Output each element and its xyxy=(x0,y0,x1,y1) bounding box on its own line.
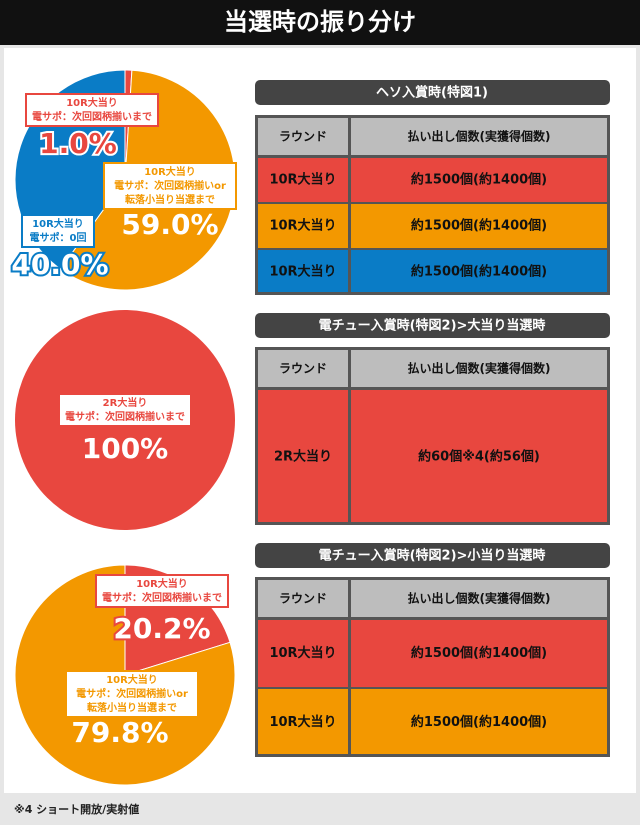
slice-label: 転落小当り当選まで xyxy=(87,701,177,714)
label-box xyxy=(65,670,199,718)
slice-label: 10R大当り xyxy=(136,577,188,590)
header-cell xyxy=(258,118,348,155)
cell-text: 約1500個(約1400個) xyxy=(411,264,547,280)
section-heading: 電チュー入賞時(特図2)>大当り当選時 xyxy=(319,318,546,334)
table-cell xyxy=(351,204,607,248)
slice-label: 電サポ：次回図柄揃いor xyxy=(76,687,188,700)
section-heading-bar xyxy=(255,80,610,105)
cell-text: 約1500個(約1400個) xyxy=(411,645,547,661)
table-cell xyxy=(258,390,348,522)
cell-text: 約1500個(約1400個) xyxy=(411,218,547,234)
slice-label: 電サポ：次回図柄揃いまで xyxy=(65,410,185,423)
column-header: 払い出し個数(実獲得個数) xyxy=(408,591,551,606)
table-cell xyxy=(351,158,607,202)
cell-text: 10R大当り xyxy=(269,218,336,234)
column-header: ラウンド xyxy=(279,592,327,606)
table-cell xyxy=(258,689,348,754)
title: 当選時の振り分け xyxy=(224,8,416,36)
header-cell xyxy=(351,118,607,155)
cell-text: 2R大当り xyxy=(274,449,332,465)
cell-text: 10R大当り xyxy=(269,172,336,188)
cell-text: 10R大当り xyxy=(269,645,336,661)
slice-label: 10R大当り xyxy=(66,96,118,109)
cell-text: 10R大当り xyxy=(269,714,336,730)
column-header: 払い出し個数(実獲得個数) xyxy=(408,129,551,144)
table-cell xyxy=(351,250,607,292)
slice-percent: 59.0% xyxy=(121,208,218,241)
header-cell xyxy=(258,580,348,617)
section-heading-bar xyxy=(255,313,610,338)
cell-text: 約60個※4(約56個) xyxy=(418,449,540,465)
column-header: ラウンド xyxy=(279,362,327,376)
label-box xyxy=(25,93,159,127)
header-cell xyxy=(351,580,607,617)
slice-percent: 40.0% xyxy=(11,248,108,281)
table-cell xyxy=(258,158,348,202)
table-cell xyxy=(258,250,348,292)
slice-label: 電サポ：0回 xyxy=(30,231,87,244)
slice-label: 10R大当り xyxy=(144,165,196,178)
slice-percent: 79.8% xyxy=(71,716,168,749)
table-cell xyxy=(351,689,607,754)
slice-percent: 20.2% xyxy=(113,612,210,645)
label-box xyxy=(21,214,95,248)
slice-label: 電サポ：次回図柄揃いor xyxy=(114,179,226,192)
label-box xyxy=(58,393,192,427)
column-header: ラウンド xyxy=(279,130,327,144)
table-cell xyxy=(258,620,348,687)
header-cell xyxy=(351,350,607,387)
cell-text: 10R大当り xyxy=(269,264,336,280)
header-cell xyxy=(258,350,348,387)
slice-label: 2R大当り xyxy=(103,396,148,409)
slice-percent: 1.0% xyxy=(39,127,117,160)
section-heading-bar xyxy=(255,543,610,568)
label-box xyxy=(103,162,237,210)
slice-label: 電サポ：次回図柄揃いまで xyxy=(102,591,222,604)
cell-text: 約1500個(約1400個) xyxy=(411,172,547,188)
slice-label: 10R大当り xyxy=(32,217,84,230)
slice-label: 転落小当り当選まで xyxy=(125,193,215,206)
section-heading: ヘソ入賞時(特図1) xyxy=(376,85,488,101)
section-heading: 電チュー入賞時(特図2)>小当り当選時 xyxy=(319,548,546,564)
table-cell xyxy=(351,390,607,522)
table-cell xyxy=(351,620,607,687)
label-box xyxy=(95,574,229,608)
title-bar xyxy=(0,0,640,45)
footnote: ※4 ショート開放/実射値 xyxy=(14,802,139,816)
slice-percent: 100% xyxy=(82,432,169,465)
slice-label: 10R大当り xyxy=(106,673,158,686)
slice-label: 電サポ：次回図柄揃いまで xyxy=(32,110,152,123)
column-header: 払い出し個数(実獲得個数) xyxy=(408,361,551,376)
cell-text: 約1500個(約1400個) xyxy=(411,714,547,730)
table-cell xyxy=(258,204,348,248)
